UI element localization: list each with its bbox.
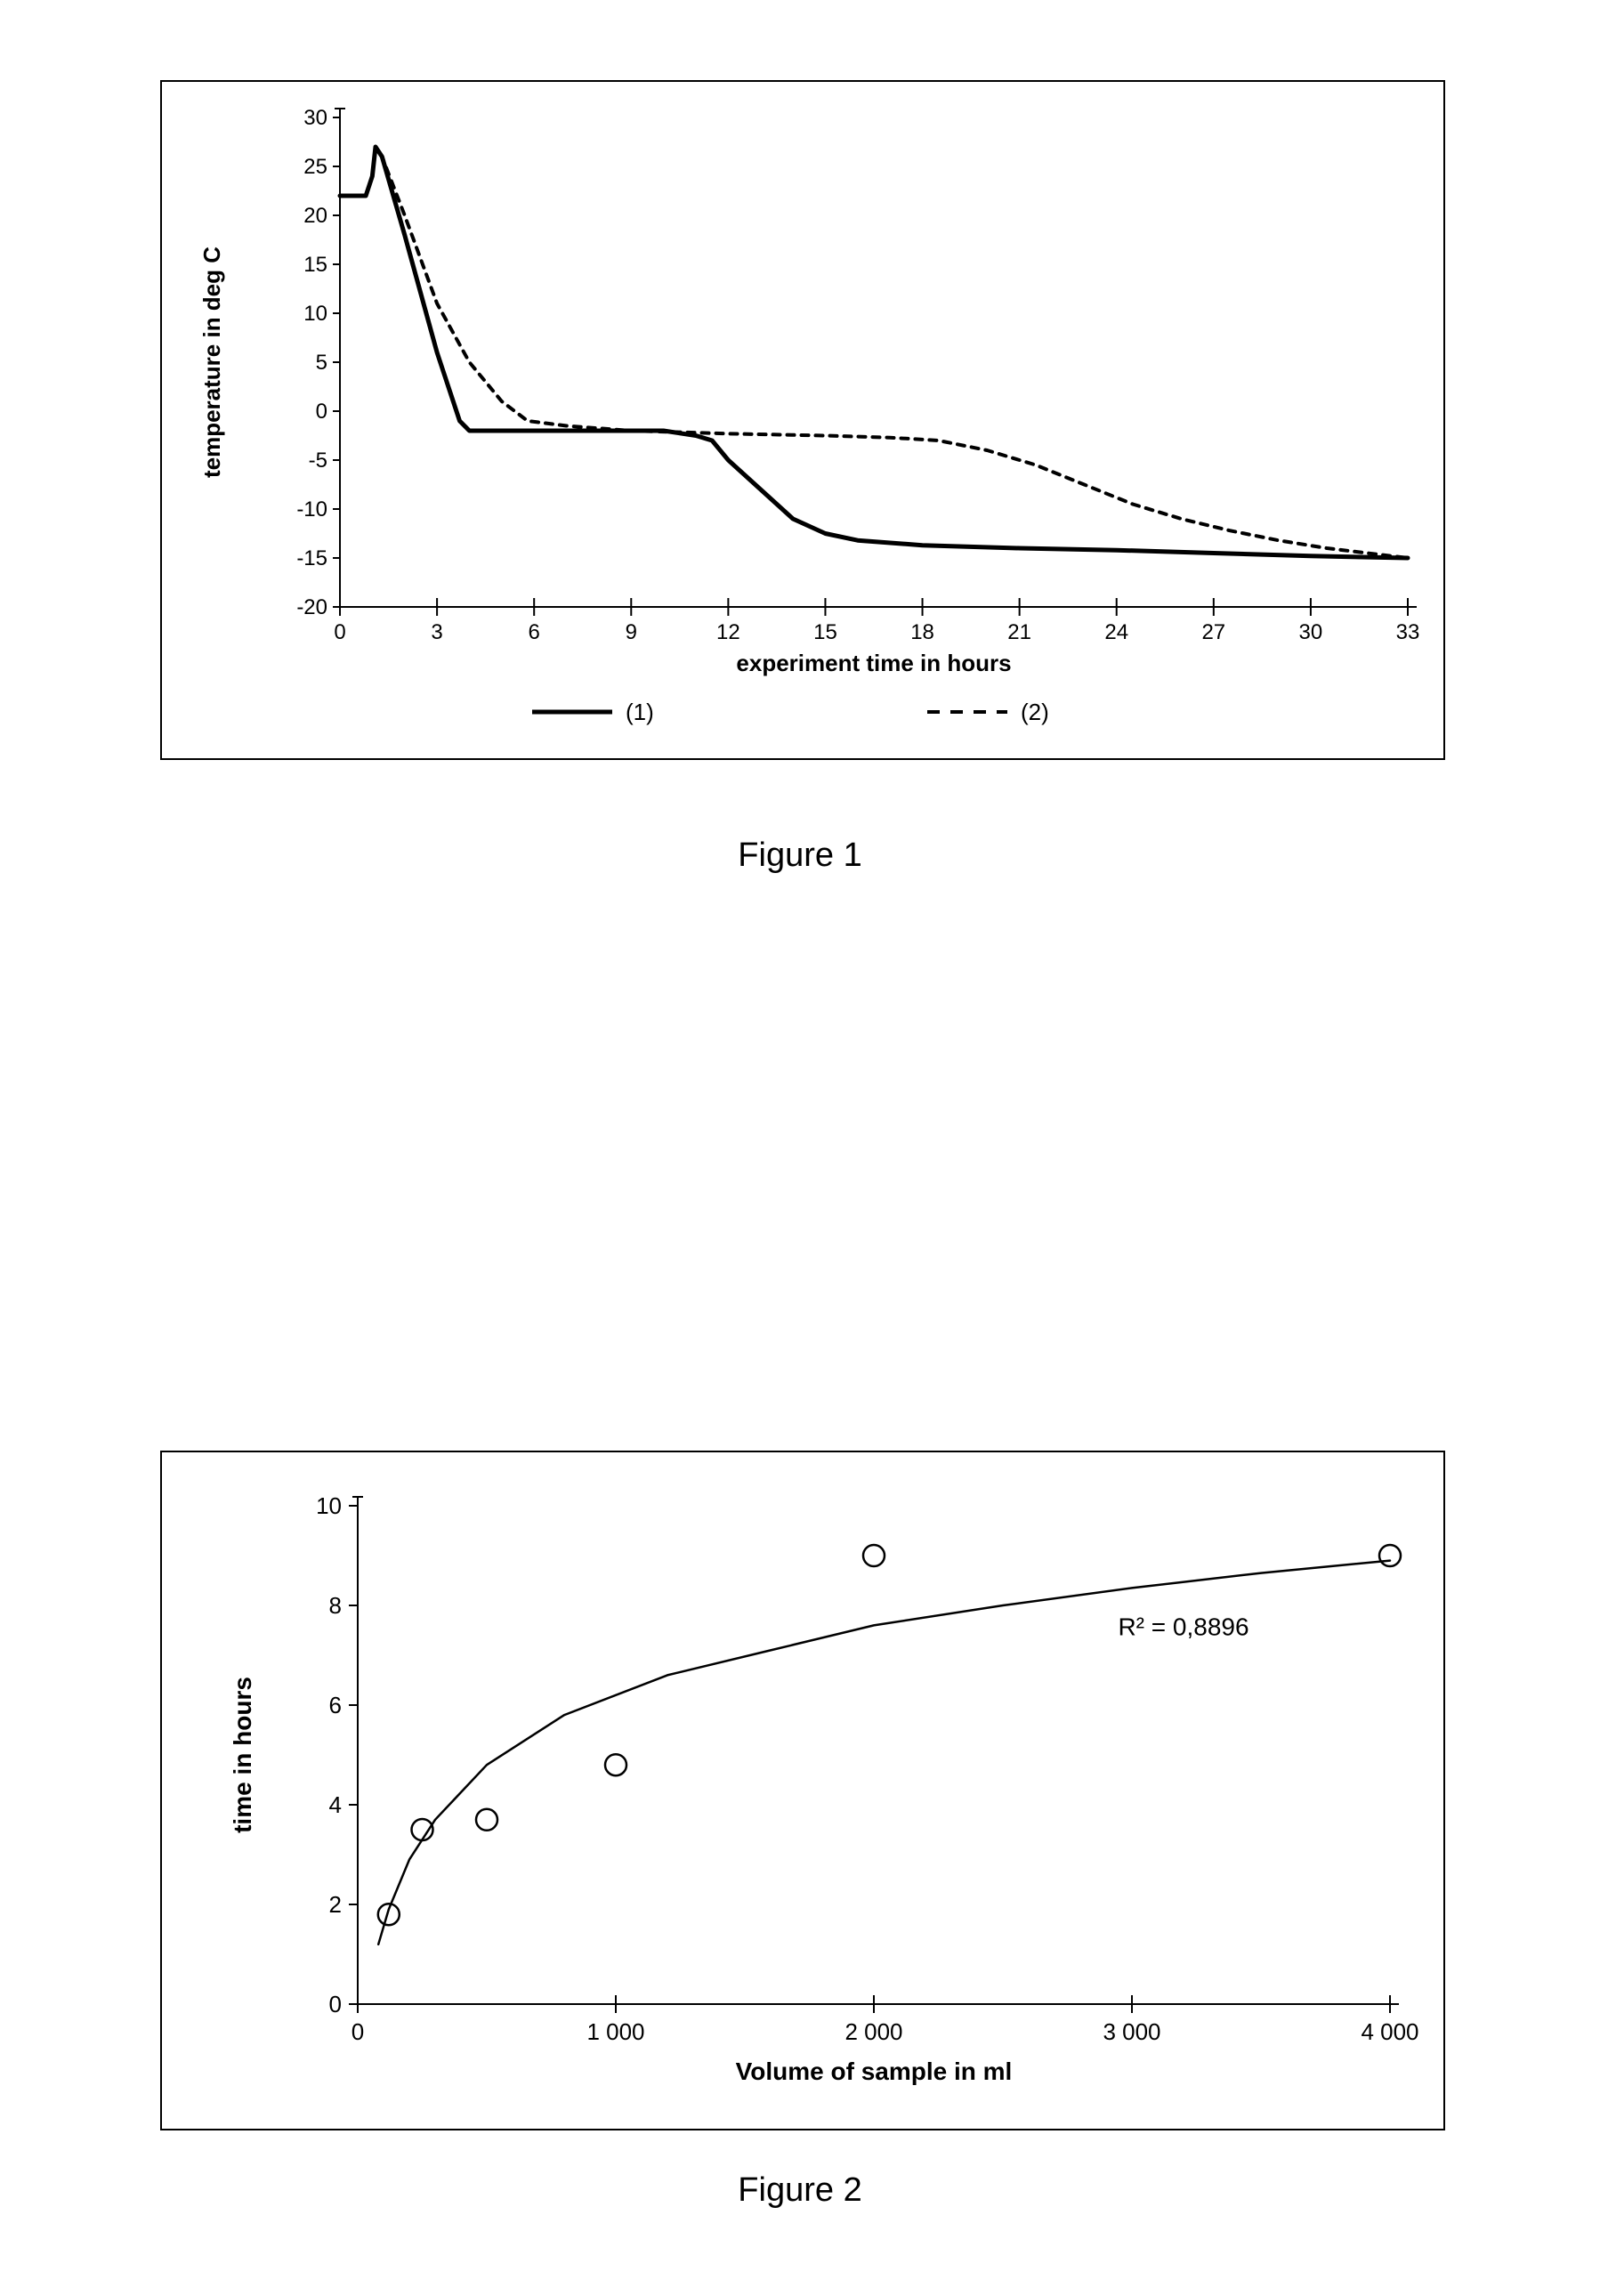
figure1-container: -20-15-10-5051015202530temperature in de…	[160, 80, 1445, 760]
svg-text:0: 0	[316, 400, 327, 424]
page: -20-15-10-5051015202530temperature in de…	[0, 0, 1600, 2296]
svg-text:21: 21	[1007, 620, 1031, 644]
svg-text:15: 15	[813, 620, 837, 644]
figure2-container: 0 2 4 6 8 10 time in hours 0 1 000 2 000 3 000 4 00…	[160, 1451, 1445, 2130]
svg-text:9: 9	[626, 620, 637, 644]
svg-text:3: 3	[431, 620, 442, 644]
svg-text:12: 12	[716, 620, 740, 644]
svg-text:(2): (2)	[1021, 699, 1049, 725]
svg-text:-10: -10	[296, 497, 327, 521]
svg-text:27: 27	[1201, 620, 1225, 644]
svg-text:10: 10	[303, 302, 327, 326]
svg-text:15: 15	[303, 253, 327, 277]
svg-text:30: 30	[1299, 620, 1323, 644]
svg-text:temperature in deg C: temperature in deg C	[198, 247, 225, 478]
figure2-chart: 0 2 4 6 8 10 time in hours 0 1 000 2 000 3 000 4 00…	[162, 1452, 1443, 2129]
svg-text:2: 2	[329, 1891, 342, 1918]
figure1-chart: -20-15-10-5051015202530temperature in de…	[162, 82, 1443, 758]
svg-text:time in hours: time in hours	[229, 1677, 256, 1833]
svg-text:25: 25	[303, 155, 327, 179]
figure2-caption: Figure 2	[0, 2171, 1600, 2210]
svg-text:6: 6	[529, 620, 540, 644]
svg-text:18: 18	[910, 620, 934, 644]
svg-text:-5: -5	[309, 449, 327, 473]
svg-text:0: 0	[334, 620, 345, 644]
svg-text:10: 10	[316, 1492, 342, 1519]
svg-text:8: 8	[329, 1592, 342, 1619]
svg-text:-15: -15	[296, 546, 327, 570]
svg-text:-20: -20	[296, 595, 327, 619]
svg-text:R² = 0,8896: R² = 0,8896	[1118, 1613, 1248, 1641]
svg-text:experiment time in hours: experiment time in hours	[736, 650, 1011, 676]
svg-text:33: 33	[1396, 620, 1420, 644]
svg-text:30: 30	[303, 106, 327, 130]
svg-text:6: 6	[329, 1692, 342, 1718]
svg-text:5: 5	[316, 351, 327, 375]
svg-text:(1): (1)	[626, 699, 654, 725]
svg-text:4 000: 4 000	[1361, 2018, 1418, 2045]
svg-text:3 000: 3 000	[1103, 2018, 1160, 2045]
figure1-caption: Figure 1	[0, 837, 1600, 875]
svg-text:0: 0	[329, 1991, 342, 2017]
svg-text:Volume of sample in ml: Volume of sample in ml	[736, 2058, 1013, 2085]
svg-text:2 000: 2 000	[844, 2018, 902, 2045]
svg-text:24: 24	[1104, 620, 1128, 644]
svg-text:0: 0	[352, 2018, 364, 2045]
svg-text:4: 4	[329, 1791, 342, 1818]
svg-text:20: 20	[303, 204, 327, 228]
svg-text:1 000: 1 000	[586, 2018, 644, 2045]
